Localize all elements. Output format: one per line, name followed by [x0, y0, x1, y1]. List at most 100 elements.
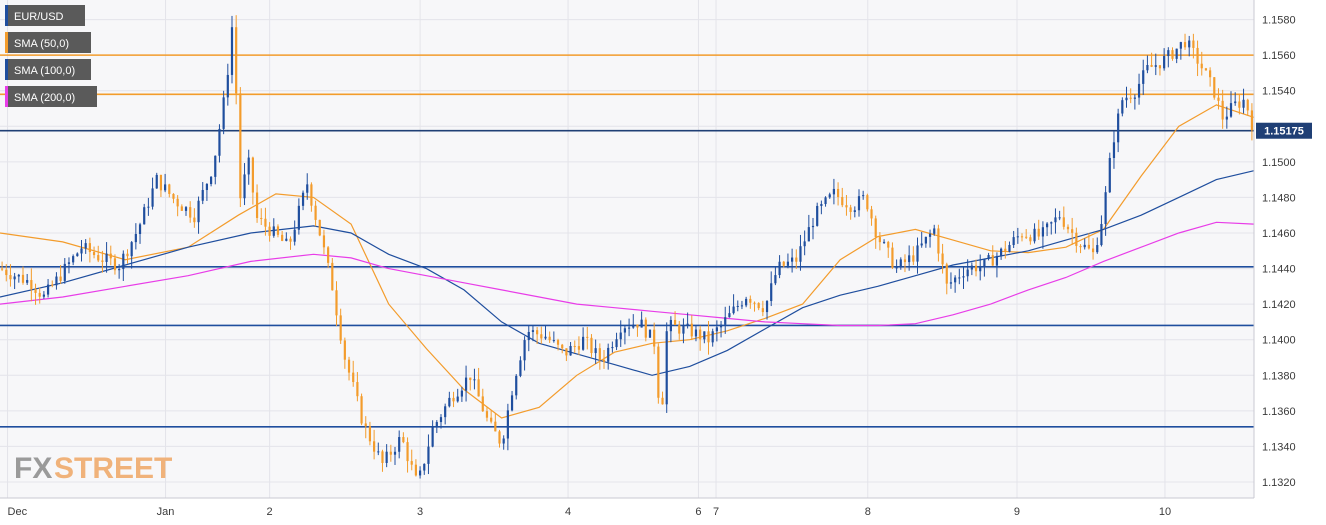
- candle-body: [724, 317, 727, 325]
- candle-body: [481, 396, 484, 412]
- candle-body: [1071, 229, 1074, 233]
- candle-body: [155, 174, 158, 189]
- candle-body: [293, 229, 296, 242]
- candle-body: [548, 336, 551, 341]
- candle-body: [1213, 77, 1216, 98]
- candle-body: [849, 207, 852, 213]
- candle-body: [657, 346, 660, 398]
- candle-body: [577, 346, 581, 350]
- candle-body: [101, 260, 104, 262]
- candle-body: [1196, 47, 1199, 64]
- candle-body: [565, 348, 568, 356]
- legend: EUR/USD SMA (50,0) SMA (100,0) SMA (200,0): [5, 5, 97, 107]
- candle-body: [159, 174, 163, 191]
- candle-body: [753, 302, 756, 304]
- candle-body: [1234, 101, 1237, 104]
- y-tick-label: 1.1420: [1262, 299, 1296, 311]
- candle-body: [1125, 97, 1128, 101]
- candle-body: [444, 406, 447, 418]
- candle-body: [310, 184, 313, 206]
- candle-body: [1163, 56, 1166, 69]
- candle-body: [318, 219, 321, 236]
- candle-body: [765, 301, 769, 313]
- candle-body: [757, 303, 760, 309]
- candle-body: [653, 329, 656, 347]
- candle-body: [439, 417, 443, 423]
- candle-body: [665, 331, 668, 405]
- candle-body: [536, 330, 539, 335]
- candle-body: [21, 274, 25, 283]
- candle-body: [991, 255, 994, 266]
- candle-body: [803, 241, 806, 247]
- candle-body: [13, 276, 16, 280]
- candle-body: [189, 207, 192, 218]
- candle-body: [891, 247, 894, 268]
- candle-body: [699, 329, 702, 340]
- candle-body: [1142, 70, 1145, 84]
- candle-body: [1209, 70, 1212, 78]
- candle-body: [38, 292, 41, 297]
- candle-body: [1008, 245, 1011, 252]
- candle-body: [791, 257, 794, 262]
- candle-body: [76, 253, 79, 257]
- candle-body: [180, 206, 183, 211]
- y-tick-label: 1.1440: [1262, 264, 1296, 276]
- sma-line: [0, 170, 1255, 376]
- candle-body: [523, 340, 526, 361]
- candle-body: [569, 345, 572, 356]
- candle-body: [398, 437, 401, 452]
- candle-body: [661, 397, 664, 405]
- candle-body: [949, 282, 953, 284]
- candle-body: [502, 438, 505, 444]
- legend-label: SMA (200,0): [14, 92, 75, 104]
- candle-body: [51, 284, 54, 286]
- candle-body: [1029, 237, 1032, 242]
- candle-body: [703, 331, 706, 340]
- candle-body: [995, 255, 999, 266]
- candle-body: [172, 193, 175, 199]
- legend-item: [5, 86, 97, 107]
- candle-body: [1045, 223, 1049, 228]
- candle-body: [586, 336, 589, 338]
- candle-body: [197, 200, 200, 223]
- candle-body: [627, 327, 631, 329]
- candle-body: [469, 377, 472, 381]
- candle-body: [423, 463, 426, 471]
- candle-body: [824, 197, 827, 205]
- y-tick-label: 1.1380: [1262, 370, 1296, 382]
- candle-layer: [0, 15, 1254, 479]
- candle-body: [1020, 236, 1024, 238]
- candle-body: [1117, 113, 1120, 143]
- candle-body: [786, 261, 790, 266]
- candle-body: [1238, 101, 1241, 108]
- candle-body: [841, 197, 844, 206]
- candle-body: [510, 395, 514, 411]
- watermark-street: STREET: [54, 452, 172, 485]
- candle-body: [820, 204, 823, 206]
- candle-body: [1179, 42, 1182, 49]
- y-tick-label: 1.1340: [1262, 441, 1296, 453]
- candle-body: [862, 195, 865, 197]
- candle-body: [1033, 228, 1036, 242]
- candle-body: [1137, 83, 1141, 98]
- candle-body: [711, 331, 714, 343]
- candle-body: [1192, 40, 1195, 48]
- candle-body: [1175, 48, 1178, 59]
- candle-body: [147, 206, 150, 208]
- candle-body: [80, 248, 83, 254]
- candle-body: [740, 305, 744, 307]
- candle-body: [385, 451, 388, 463]
- candle-body: [561, 344, 564, 349]
- candle-body: [1012, 237, 1015, 246]
- candle-body: [632, 324, 635, 328]
- candle-body: [607, 347, 610, 362]
- candle-body: [448, 397, 451, 407]
- candle-body: [247, 157, 250, 175]
- fxstreet-logo: FX STREET: [14, 452, 172, 485]
- candle-body: [870, 209, 873, 219]
- y-tick-label: 1.1560: [1262, 50, 1296, 62]
- candle-body: [214, 155, 217, 177]
- candle-body: [611, 347, 614, 349]
